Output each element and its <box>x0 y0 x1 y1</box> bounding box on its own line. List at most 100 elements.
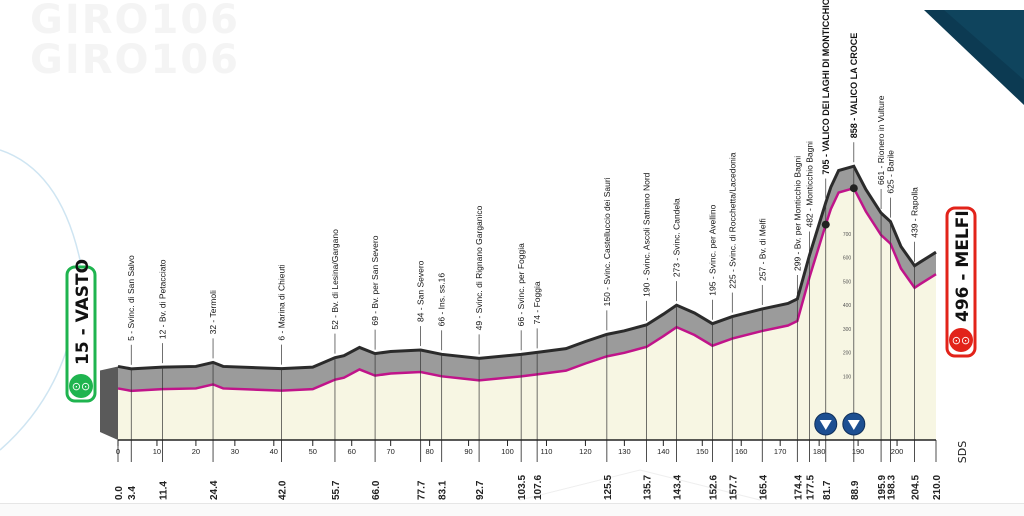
x-tick-label: 130 <box>618 447 631 456</box>
background-lines <box>0 149 761 501</box>
km-label: 204.5 <box>911 475 922 500</box>
km-label: 157.7 <box>728 475 739 500</box>
waypoint-label: 299 - Bv. per Monticchio Bagni <box>792 156 802 271</box>
x-tick-label: 170 <box>774 447 787 456</box>
finish-label: 496 - MELFI <box>953 210 973 322</box>
km-label: 83.1 <box>438 480 449 500</box>
climb-markers <box>814 184 866 436</box>
waypoint-label: 66 - Svinc. per Foggia <box>516 243 526 326</box>
corner-decoration <box>924 10 1024 105</box>
y-tick-label: 600 <box>843 256 852 262</box>
x-tick-label: 110 <box>540 447 552 456</box>
finish-km: 496 <box>953 287 973 323</box>
waypoint-labels: 5 - Svinc. di San Salvo 12 - Bv. di Petac… <box>126 0 919 341</box>
km-label: 55.7 <box>331 480 342 500</box>
gpm-marker-arrow <box>819 420 832 430</box>
km-label: 92.7 <box>475 480 486 500</box>
km-label: 135.7 <box>643 475 654 500</box>
x-tick-label: 150 <box>696 447 709 456</box>
waypoint-label: 661 - Rionero in Vulture <box>876 95 886 185</box>
watermark-line-2: GIRO106 <box>30 37 241 83</box>
start-label: 15 - VASTO <box>73 259 93 365</box>
km-label: 42.0 <box>278 480 289 500</box>
x-tick-label: 60 <box>348 447 356 456</box>
waypoint-label: 225 - Svinc. di Rocchetta/Lacedonia <box>727 152 737 288</box>
km-label: 143.4 <box>673 475 684 500</box>
x-tick-label: 30 <box>231 447 239 456</box>
x-tick-label: 10 <box>153 447 161 456</box>
waypoint-label: 439 - Rapolla <box>910 187 920 238</box>
waypoint-label: 84 - San Severo <box>416 260 426 322</box>
x-tick-label: 140 <box>657 447 670 456</box>
waypoint-label: 482 - Monticchio Bagni <box>804 141 814 228</box>
watermark-line-1: GIRO106 <box>30 0 241 43</box>
km-label: 0.0 <box>114 486 125 500</box>
km-label: 88.9 <box>850 480 861 500</box>
start-name: VASTO <box>73 259 93 322</box>
bottom-bar <box>0 503 1024 516</box>
start-badge: ⊙⊙ 15 - VASTO <box>65 259 97 403</box>
y-tick-label: 300 <box>843 327 852 333</box>
waypoint-label: 32 - Termoli <box>208 290 218 334</box>
waypoint-label: 625 - Barile <box>885 150 895 194</box>
bicycle-icon <box>949 328 973 352</box>
waypoint-label: 12 - Bv. di Petacciato <box>157 259 167 339</box>
waypoint-label: 150 - Svinc. Castelluccio dei Sauri <box>602 177 612 306</box>
waypoint-label: 195 - Svinc. per Avellino <box>707 204 717 295</box>
waypoint-guides <box>130 142 915 440</box>
y-tick-label: 100 <box>843 374 852 380</box>
gpm-dot <box>849 184 858 193</box>
y-tick-label: 400 <box>843 303 852 309</box>
km-label: 24.4 <box>209 480 220 500</box>
x-tick-label: 80 <box>425 447 433 456</box>
x-tick-label: 40 <box>270 447 278 456</box>
km-label: 174.4 <box>793 475 804 500</box>
km-label: 77.7 <box>417 480 428 500</box>
x-tick-label: 100 <box>501 447 514 456</box>
climb-y-ticks: 100 200 300 400 500 600 700 <box>843 232 852 381</box>
waypoint-label: 74 - Foggia <box>532 281 542 324</box>
x-tick-label: 50 <box>309 447 317 456</box>
watermark: GIRO106 GIRO106 <box>30 0 240 80</box>
bicycle-glyph: ⊙⊙ <box>952 334 970 347</box>
profile-side-face <box>100 366 118 440</box>
waypoint-label: 273 - Svinc. Candela <box>672 198 682 277</box>
gpm-label: 858 - VALICO LA CROCE <box>849 33 859 139</box>
km-label: 198.3 <box>886 475 897 500</box>
waypoint-label: 190 - Svinc. Ascoli Satriano Nord <box>642 172 652 297</box>
x-tick-label: 70 <box>386 447 394 456</box>
y-tick-label: 500 <box>843 279 852 285</box>
profile-top-band <box>118 166 936 391</box>
bicycle-glyph: ⊙⊙ <box>72 380 90 393</box>
km-labels: 0.0 3.4 11.4 24.4 42.0 55.7 66.0 77.7 83.1 92.7 10… <box>114 440 943 500</box>
km-label: 3.4 <box>127 486 138 500</box>
x-axis: 0102030405060708090100110120130140150160… <box>116 439 936 456</box>
finish-name: MELFI <box>953 210 973 267</box>
km-label: 107.6 <box>533 475 544 500</box>
gpm-label: 705 - VALICO DEI LAGHI DI MONTICCHIO <box>821 0 831 175</box>
waypoint-label: 6 - Marina di Chieuti <box>277 264 287 340</box>
km-label: 103.5 <box>517 475 528 500</box>
start-km: 15 <box>73 341 93 365</box>
gpm-dot <box>821 220 830 229</box>
km-label: 66.0 <box>371 480 382 500</box>
gpm-marker-arrow <box>847 420 860 430</box>
waypoint-label: 69 - Bv. per San Severo <box>370 235 380 325</box>
km-label: 152.6 <box>708 475 719 500</box>
waypoint-label: 66 - Ins. ss.16 <box>437 273 447 327</box>
km-label: 81.7 <box>822 480 833 500</box>
waypoint-label: 52 - Bv. di Lesina/Gargano <box>330 229 340 330</box>
km-label: 210.0 <box>932 475 943 500</box>
y-tick-label: 700 <box>843 232 852 238</box>
profile-fill <box>118 188 936 440</box>
finish-badge: ⊙⊙ 496 - MELFI <box>945 206 977 358</box>
x-tick-label: 90 <box>464 447 472 456</box>
km-label: 195.9 <box>877 475 888 500</box>
km-label: 11.4 <box>158 481 169 500</box>
x-tick-label: 20 <box>192 447 200 456</box>
x-tick-label: 190 <box>852 447 865 456</box>
y-tick-label: 200 <box>843 351 852 357</box>
waypoint-label: 257 - Bv. di Melfi <box>757 218 767 281</box>
